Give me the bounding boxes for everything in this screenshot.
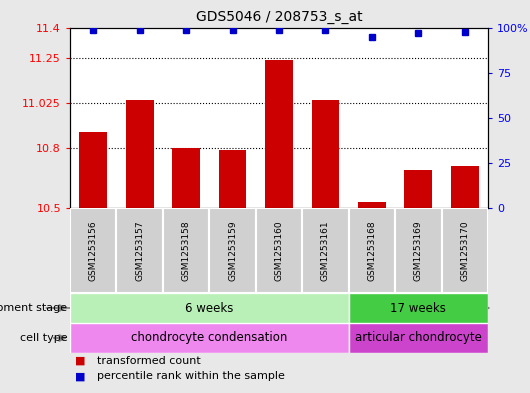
Text: ■: ■ <box>75 371 86 381</box>
Text: GSM1253169: GSM1253169 <box>414 220 423 281</box>
Bar <box>404 170 432 208</box>
Text: GSM1253160: GSM1253160 <box>275 220 284 281</box>
Bar <box>256 208 302 293</box>
Text: GSM1253161: GSM1253161 <box>321 220 330 281</box>
Bar <box>163 208 209 293</box>
Bar <box>70 293 349 323</box>
Text: GSM1253170: GSM1253170 <box>460 220 469 281</box>
Bar <box>218 150 246 208</box>
Text: GSM1253159: GSM1253159 <box>228 220 237 281</box>
Bar <box>349 293 488 323</box>
Bar <box>395 208 441 293</box>
Bar <box>209 208 256 293</box>
Bar <box>349 323 488 353</box>
Text: chondrocyte condensation: chondrocyte condensation <box>131 332 287 345</box>
Text: GSM1253158: GSM1253158 <box>182 220 191 281</box>
Bar <box>312 100 339 208</box>
Bar <box>302 208 349 293</box>
Text: cell type: cell type <box>20 333 67 343</box>
Text: percentile rank within the sample: percentile rank within the sample <box>96 371 285 381</box>
Text: development stage: development stage <box>0 303 67 313</box>
Bar <box>349 208 395 293</box>
Bar <box>70 323 349 353</box>
Bar <box>265 60 293 208</box>
Bar <box>126 100 154 208</box>
Text: transformed count: transformed count <box>96 356 200 365</box>
Text: articular chondrocyte: articular chondrocyte <box>355 332 482 345</box>
Bar <box>80 132 107 208</box>
Text: GSM1253157: GSM1253157 <box>135 220 144 281</box>
Bar <box>117 208 163 293</box>
Bar <box>451 166 479 208</box>
Text: 17 weeks: 17 weeks <box>391 301 446 314</box>
Text: GSM1253156: GSM1253156 <box>89 220 98 281</box>
Bar <box>441 208 488 293</box>
Bar <box>358 202 386 208</box>
Bar <box>70 208 117 293</box>
Bar <box>172 148 200 208</box>
Text: ■: ■ <box>75 356 86 365</box>
Title: GDS5046 / 208753_s_at: GDS5046 / 208753_s_at <box>196 10 363 24</box>
Text: 6 weeks: 6 weeks <box>185 301 234 314</box>
Text: GSM1253168: GSM1253168 <box>367 220 376 281</box>
